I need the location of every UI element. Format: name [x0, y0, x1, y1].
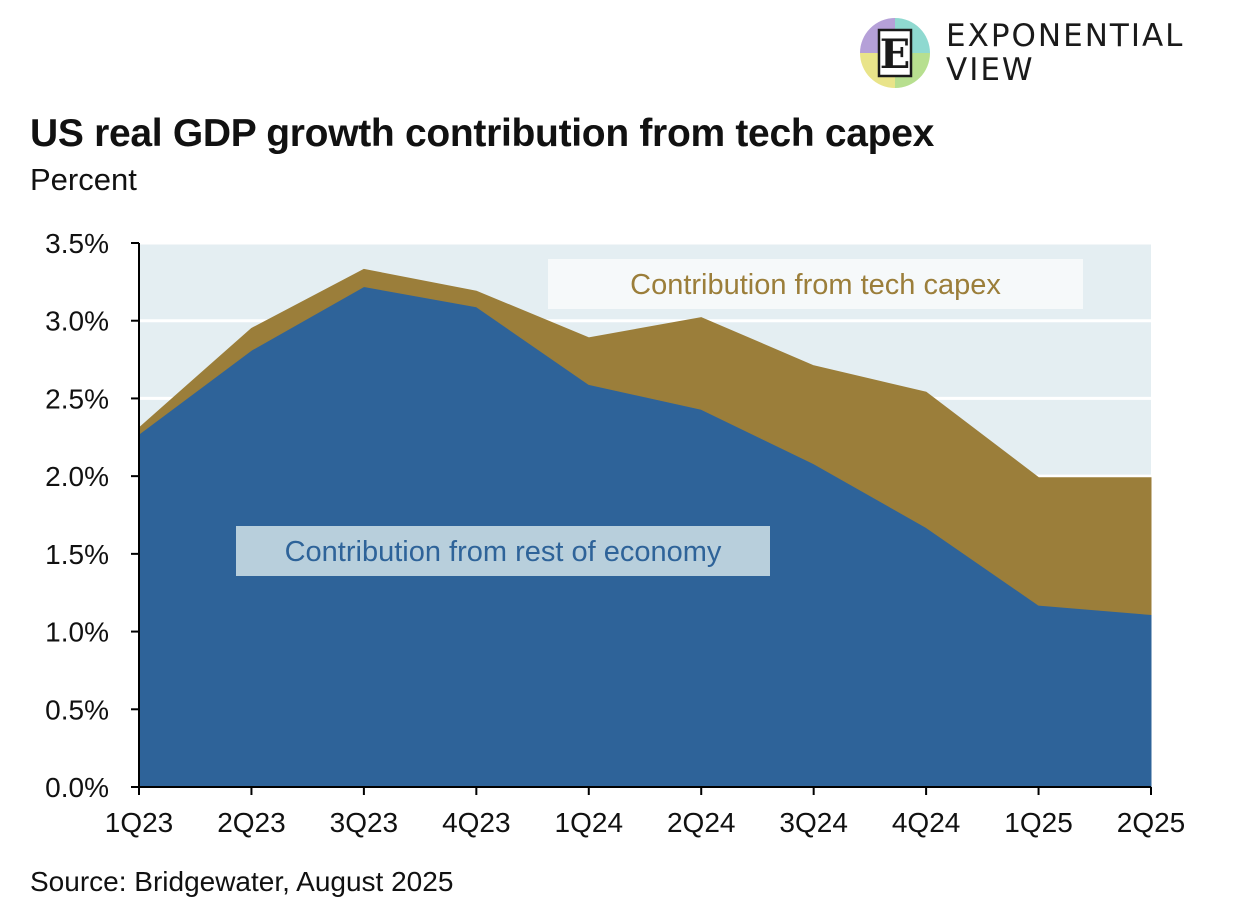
x-tick-label: 2Q24	[667, 807, 736, 838]
brand-name-line2: VIEW	[946, 52, 1035, 88]
series-label-rest-of-economy: Contribution from rest of economy	[285, 536, 722, 568]
brand-name: EXPONENTIAL VIEW	[946, 19, 1184, 87]
x-tick-label: 1Q23	[105, 807, 174, 838]
x-tick-label: 2Q23	[217, 807, 286, 838]
axes: 0.0% 0.5% 1.0% 1.5% 2.0% 2.5% 3.0% 3.5% 1Q23 2Q23…	[45, 228, 1185, 838]
x-tick-label: 3Q24	[779, 807, 848, 838]
y-tick-label: 1.0%	[45, 617, 109, 648]
brand-name-line1: EXPONENTIAL	[946, 18, 1185, 54]
x-tick-label: 4Q23	[442, 807, 511, 838]
y-tick-label: 0.5%	[45, 694, 109, 725]
y-tick-label: 2.0%	[45, 461, 109, 492]
chart-title: US real GDP growth contribution from tec…	[30, 112, 934, 155]
series-label-box-rest-of-economy	[236, 526, 770, 576]
y-tick-label: 1.5%	[45, 539, 109, 570]
area-series-1	[138, 268, 1152, 616]
brand-header: E EXPONENTIAL VIEW	[860, 18, 1184, 88]
chart-subtitle: Percent	[30, 162, 137, 197]
series-label-tech-capex: Contribution from tech capex	[630, 269, 1001, 301]
logo-letter: E	[880, 31, 911, 78]
y-tick-label: 3.0%	[45, 306, 109, 337]
y-tick-label: 0.0%	[45, 772, 109, 803]
x-tick-label: 3Q23	[330, 807, 399, 838]
x-tick-label: 1Q25	[1004, 807, 1073, 838]
x-tick-label: 1Q24	[555, 807, 624, 838]
source-note: Source: Bridgewater, August 2025	[30, 866, 454, 897]
series-label-box-tech-capex	[548, 259, 1083, 309]
y-tick-label: 2.5%	[45, 383, 109, 414]
y-tick-label: 3.5%	[45, 228, 109, 259]
exponential-view-logo-icon: E	[860, 18, 930, 88]
x-tick-label: 4Q24	[892, 807, 961, 838]
x-tick-label: 2Q25	[1117, 807, 1186, 838]
